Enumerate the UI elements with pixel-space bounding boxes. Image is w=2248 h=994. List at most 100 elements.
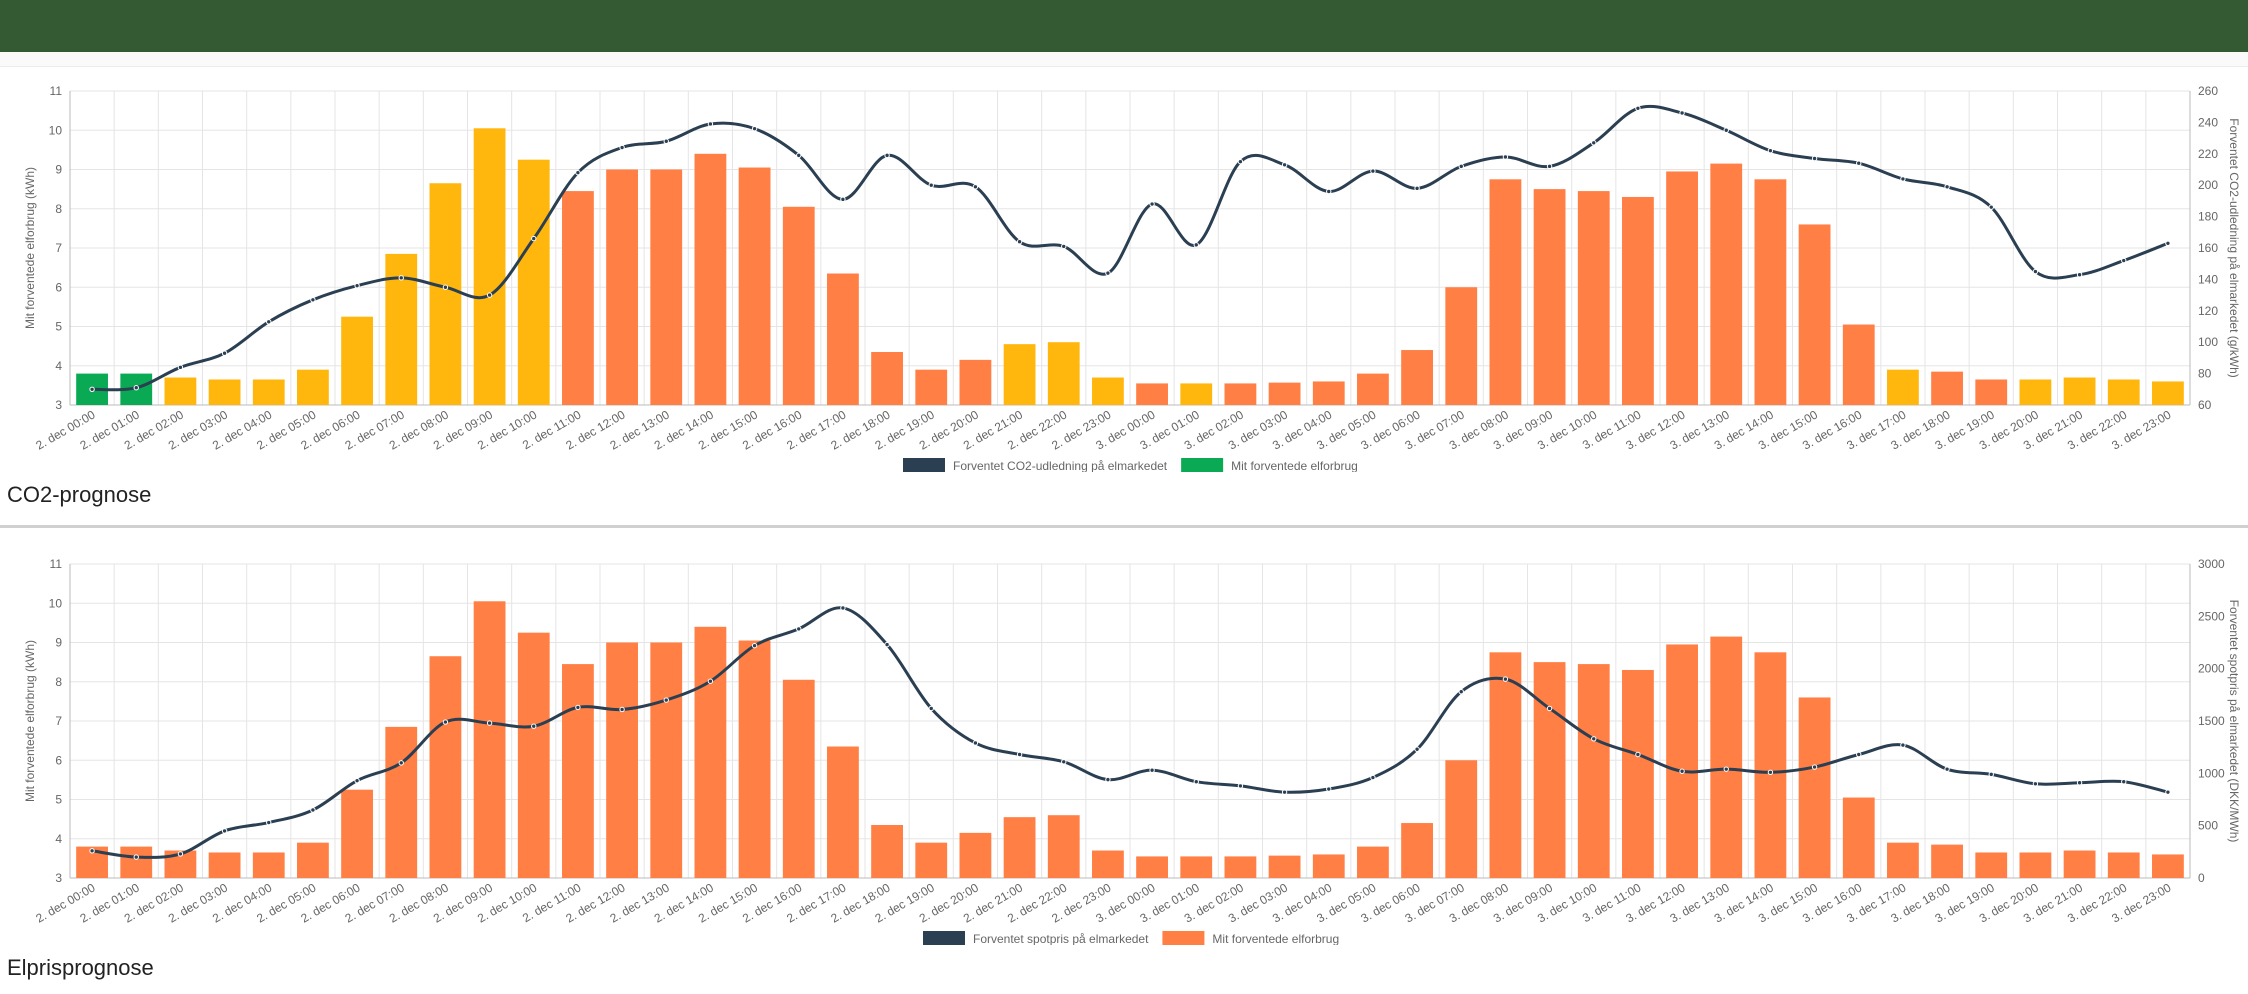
consumption-bar [1445, 287, 1478, 405]
line-point [1414, 746, 1420, 752]
line-point [1016, 239, 1023, 245]
y2-tick-label: 2000 [2198, 662, 2225, 676]
line-point [1061, 243, 1067, 250]
legend-swatch-bar [1162, 931, 1205, 945]
line-point [1591, 140, 1597, 146]
consumption-bar [738, 167, 771, 405]
line-point [1149, 767, 1155, 773]
consumption-bar [1047, 815, 1080, 878]
consumption-bar [429, 183, 462, 405]
line-point [1900, 176, 1906, 182]
line-point [486, 720, 493, 726]
y-tick-label: 4 [55, 359, 62, 373]
section-divider [0, 525, 2248, 528]
consumption-bar [738, 640, 771, 878]
y2-tick-label: 200 [2198, 178, 2218, 192]
y-tick-label: 8 [55, 675, 62, 689]
line-point [1370, 774, 1376, 781]
consumption-bar [1268, 382, 1301, 405]
legend-swatch-line [903, 458, 945, 472]
consumption-bar [1975, 852, 2008, 878]
consumption-bar [208, 852, 241, 878]
y-tick-label: 5 [55, 793, 62, 807]
y2-tick-label: 60 [2198, 398, 2212, 412]
line-point [89, 848, 95, 854]
line-point [2121, 257, 2127, 264]
y2-tick-label: 3000 [2198, 557, 2225, 571]
line-point [1546, 163, 1553, 170]
legend: Forventet spotpris på elmarkedet Mit forv… [923, 931, 1339, 945]
line-point [884, 641, 890, 648]
y-tick-label: 7 [55, 241, 62, 255]
line-point [2121, 779, 2127, 785]
line-point [2032, 268, 2039, 275]
consumption-bar [1577, 191, 1610, 405]
y-axis-title: Mit forventede elforbrug (kWh) [23, 167, 37, 329]
y2-axis-title: Forventet spotpris på elmarkedet (DKK/MW… [2227, 600, 2241, 843]
consumption-bar [1401, 823, 1433, 878]
consumption-bar [1003, 817, 1036, 878]
line-point [1811, 155, 1818, 162]
legend: Forventet CO2-udledning på elmarkedet Mit… [903, 458, 1358, 472]
line-point [2032, 781, 2039, 787]
consumption-bar [1931, 844, 1963, 878]
consumption-bar [1533, 662, 1566, 878]
consumption-bar [473, 601, 506, 878]
line-point [884, 152, 890, 159]
line-point [1458, 163, 1464, 170]
line-point [221, 828, 228, 834]
line-point [1811, 764, 1818, 770]
consumption-bar [2107, 379, 2140, 405]
line-point [751, 125, 758, 132]
line-point [1767, 769, 1774, 775]
line-point [751, 642, 758, 649]
line-point [1635, 105, 1641, 111]
line-point [2076, 271, 2083, 278]
consumption-bar [650, 169, 683, 405]
consumption-bar [1754, 652, 1787, 878]
y2-axis-title: Forventet CO2-udledning på elmarkedet (g… [2227, 118, 2241, 377]
line-point [619, 706, 625, 713]
y-axis-title: Mit forventede elforbrug (kWh) [23, 640, 37, 802]
consumption-bar [1312, 381, 1345, 405]
y2-tick-label: 0 [2198, 871, 2205, 885]
line-point [133, 385, 139, 391]
y-tick-label: 9 [55, 636, 62, 650]
consumption-bar [959, 832, 992, 878]
line-point [1723, 766, 1729, 772]
consumption-bar [2152, 854, 2184, 878]
line-point [972, 740, 979, 746]
consumption-bar [1754, 179, 1787, 405]
consumption-bar [297, 842, 329, 878]
legend-swatch-line [923, 931, 965, 945]
line-point [1856, 160, 1862, 166]
co2-chart: 3 4 5 6 7 8 9 10 11 60 80 100 120 140 160 180 200 220 240 2… [0, 72, 2248, 472]
consumption-bar [1577, 664, 1610, 878]
line-point [1105, 270, 1111, 276]
consumption-bar [1136, 856, 1168, 878]
line-point [177, 851, 184, 857]
line-point [1856, 751, 1862, 758]
line-point [1900, 742, 1906, 748]
consumption-bar [473, 128, 506, 405]
line-point [1944, 184, 1950, 190]
y-tick-label: 6 [55, 753, 62, 767]
line-point [928, 182, 934, 188]
consumption-bar [1003, 344, 1036, 405]
consumption-bar [1842, 797, 1875, 878]
y2-tick-label: 80 [2198, 367, 2212, 381]
consumption-bar [1533, 189, 1566, 405]
line-point [177, 364, 184, 371]
line-point [928, 705, 934, 712]
app-header-bar [0, 0, 2248, 52]
consumption-bar [606, 169, 638, 405]
y-tick-label: 5 [55, 320, 62, 334]
consumption-bar [385, 726, 418, 878]
line-point [1193, 242, 1199, 248]
legend-label-line: Forventet spotpris på elmarkedet [973, 932, 1149, 945]
line-point [1414, 185, 1420, 192]
line-point [1326, 786, 1332, 792]
y-tick-label: 11 [50, 84, 63, 98]
line-point [1591, 736, 1597, 742]
